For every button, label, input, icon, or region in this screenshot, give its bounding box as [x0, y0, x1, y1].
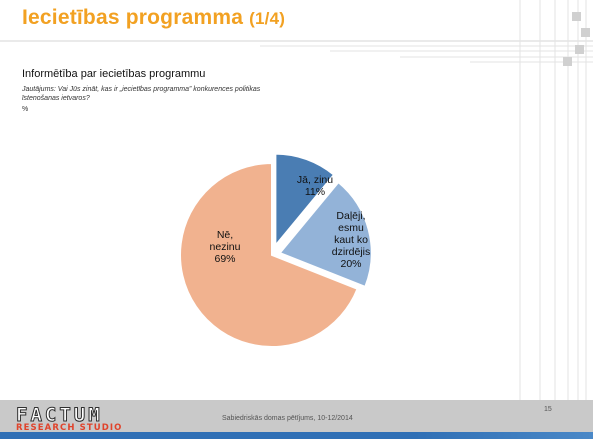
deco-square — [581, 28, 590, 37]
pie-slice — [179, 161, 359, 348]
unit-label: % — [22, 106, 29, 113]
survey-question: Jautājums: Vai Jūs zināt, kas ir „ieciet… — [22, 86, 261, 102]
slide-title: Iecietības programma (1/4) — [22, 6, 285, 30]
pie-slice-label: Nē, nezinu 69% — [210, 229, 241, 265]
footer-accent-line — [0, 432, 593, 439]
chart-subtitle: Informētība par iecietības programmu — [22, 68, 206, 80]
footer-study-text: Sabiedriskās domas pētījums, 10-12/2014 — [222, 415, 353, 422]
deco-square — [563, 57, 572, 66]
pie-chart: Jā, zinu 11% Daļēji, esmu kaut ko dzirdējis 20… — [179, 152, 373, 348]
pie-slice — [274, 152, 336, 249]
pie-slice-label: Jā, zinu 11% — [297, 174, 333, 198]
page-number: 15 — [544, 406, 552, 413]
factum-logo: FACTUM — [16, 404, 103, 426]
deco-square — [572, 12, 581, 21]
pie-slice-label: Daļēji, esmu kaut ko dzirdējis 20% — [332, 210, 371, 270]
slide-title-text: Iecietības programma — [22, 6, 244, 29]
deco-square — [575, 45, 584, 54]
factum-logo-subtitle: RESEARCH STUDIO — [16, 423, 123, 433]
pie-slice — [278, 180, 373, 289]
slide-title-suffix: (1/4) — [249, 9, 286, 28]
